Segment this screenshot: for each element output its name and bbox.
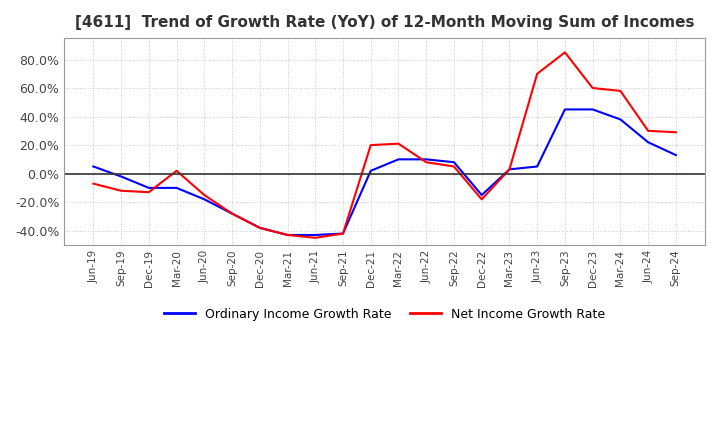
Net Income Growth Rate <box>672 130 680 135</box>
Ordinary Income Growth Rate <box>450 160 459 165</box>
Net Income Growth Rate <box>172 168 181 173</box>
Net Income Growth Rate <box>366 143 375 148</box>
Ordinary Income Growth Rate <box>145 185 153 191</box>
Ordinary Income Growth Rate <box>117 174 125 179</box>
Ordinary Income Growth Rate <box>616 117 625 122</box>
Ordinary Income Growth Rate <box>256 225 264 231</box>
Ordinary Income Growth Rate <box>533 164 541 169</box>
Net Income Growth Rate <box>283 232 292 238</box>
Net Income Growth Rate <box>200 192 209 198</box>
Net Income Growth Rate <box>311 235 320 241</box>
Ordinary Income Growth Rate <box>283 232 292 238</box>
Ordinary Income Growth Rate <box>338 231 347 236</box>
Net Income Growth Rate <box>450 164 459 169</box>
Net Income Growth Rate <box>588 85 597 91</box>
Ordinary Income Growth Rate <box>422 157 431 162</box>
Net Income Growth Rate <box>644 128 652 133</box>
Ordinary Income Growth Rate <box>366 168 375 173</box>
Ordinary Income Growth Rate <box>505 167 514 172</box>
Net Income Growth Rate <box>145 190 153 195</box>
Line: Net Income Growth Rate: Net Income Growth Rate <box>94 52 676 238</box>
Net Income Growth Rate <box>117 188 125 194</box>
Net Income Growth Rate <box>89 181 98 186</box>
Ordinary Income Growth Rate <box>172 185 181 191</box>
Title: [4611]  Trend of Growth Rate (YoY) of 12-Month Moving Sum of Incomes: [4611] Trend of Growth Rate (YoY) of 12-… <box>75 15 694 30</box>
Ordinary Income Growth Rate <box>394 157 402 162</box>
Net Income Growth Rate <box>256 225 264 231</box>
Net Income Growth Rate <box>422 160 431 165</box>
Ordinary Income Growth Rate <box>477 192 486 198</box>
Net Income Growth Rate <box>533 71 541 77</box>
Net Income Growth Rate <box>505 167 514 172</box>
Net Income Growth Rate <box>394 141 402 147</box>
Legend: Ordinary Income Growth Rate, Net Income Growth Rate: Ordinary Income Growth Rate, Net Income … <box>158 303 611 326</box>
Net Income Growth Rate <box>228 211 236 216</box>
Net Income Growth Rate <box>561 50 570 55</box>
Ordinary Income Growth Rate <box>311 232 320 238</box>
Ordinary Income Growth Rate <box>89 164 98 169</box>
Ordinary Income Growth Rate <box>561 107 570 112</box>
Net Income Growth Rate <box>477 197 486 202</box>
Ordinary Income Growth Rate <box>228 211 236 216</box>
Net Income Growth Rate <box>338 231 347 236</box>
Ordinary Income Growth Rate <box>200 197 209 202</box>
Ordinary Income Growth Rate <box>588 107 597 112</box>
Line: Ordinary Income Growth Rate: Ordinary Income Growth Rate <box>94 110 676 235</box>
Ordinary Income Growth Rate <box>644 139 652 145</box>
Ordinary Income Growth Rate <box>672 152 680 158</box>
Net Income Growth Rate <box>616 88 625 94</box>
